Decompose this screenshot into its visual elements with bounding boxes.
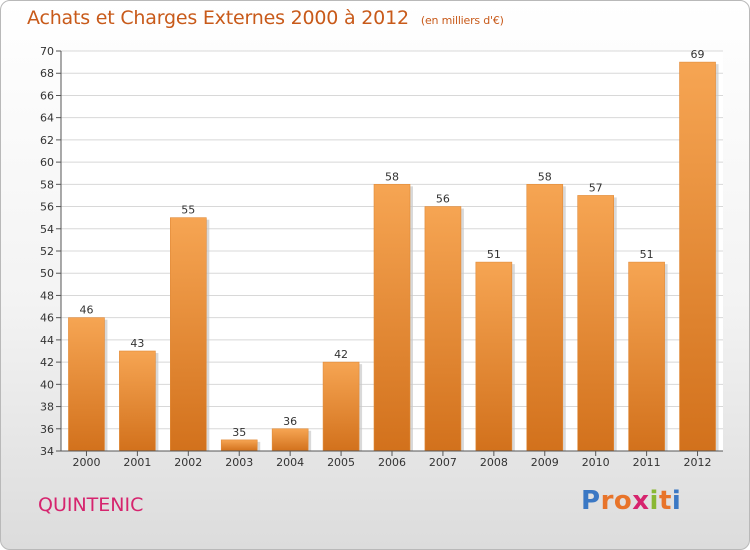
chart-title-text: Achats et Charges Externes 2000 à 2012	[27, 7, 409, 29]
bar-2011	[628, 261, 665, 452]
bar-2003	[220, 439, 258, 452]
x-tick-label: 2011	[633, 456, 661, 469]
y-tick-label: 40	[40, 378, 54, 391]
x-tick-label: 2007	[429, 456, 457, 469]
bar-2012	[679, 61, 716, 452]
x-tick-label: 2002	[174, 456, 202, 469]
y-tick-label: 42	[40, 356, 54, 369]
labels: 34 36 38 40 42 44 46 48 50 52 54 56 58 60 62 64 66 68 70 20…	[40, 45, 712, 469]
bar-2002	[170, 217, 207, 452]
bar-2006	[373, 184, 411, 452]
x-tick-label: 2001	[123, 456, 151, 469]
bar-2004	[271, 428, 309, 452]
x-tick-label: 2000	[72, 456, 100, 469]
y-tick-label: 64	[40, 112, 54, 125]
logo-letter: P	[581, 486, 601, 516]
value-label-2002: 55	[181, 204, 195, 217]
y-tick-label: 44	[40, 334, 54, 347]
x-tick-label: 2003	[225, 456, 253, 469]
y-tick-label: 46	[40, 312, 54, 325]
x-tick-label: 2008	[480, 456, 508, 469]
y-tick-label: 62	[40, 134, 54, 147]
x-tick-label: 2005	[327, 456, 355, 469]
value-label-2004: 36	[283, 415, 297, 428]
y-tick-label: 36	[40, 423, 54, 436]
bar-series	[68, 61, 719, 452]
value-label-2007: 56	[436, 193, 450, 206]
value-label-2005: 42	[334, 348, 348, 361]
y-tick-label: 34	[40, 445, 54, 458]
logo-letter: t	[658, 486, 672, 516]
value-label-2009: 58	[538, 170, 552, 183]
chart-title: Achats et Charges Externes 2000 à 2012 (e…	[27, 7, 504, 29]
y-tick-label: 60	[40, 156, 54, 169]
place-name: QUINTENIC	[38, 494, 144, 516]
y-tick-label: 70	[40, 45, 54, 58]
bar-2010	[577, 195, 614, 452]
logo-letter: o	[613, 486, 633, 516]
bar-2007	[424, 206, 462, 452]
value-label-2006: 58	[385, 170, 399, 183]
logo-letter: x	[632, 486, 650, 516]
bar-2008	[475, 261, 513, 452]
value-label-2003: 35	[232, 426, 246, 439]
y-tick-label: 68	[40, 67, 54, 80]
value-label-2010: 57	[589, 181, 603, 194]
y-tick-label: 56	[40, 201, 54, 214]
value-label-2011: 51	[640, 248, 654, 261]
y-tick-label: 54	[40, 223, 54, 236]
value-label-2000: 46	[79, 304, 93, 317]
x-tick-label: 2006	[378, 456, 406, 469]
x-tick-label: 2012	[684, 456, 712, 469]
y-tick-label: 50	[40, 267, 54, 280]
axes	[56, 50, 723, 456]
bar-2009	[526, 184, 564, 452]
y-tick-label: 58	[40, 178, 54, 191]
y-tick-label: 66	[40, 89, 54, 102]
bar-2005	[322, 361, 360, 452]
y-tick-label: 38	[40, 401, 54, 414]
x-tick-label: 2010	[582, 456, 610, 469]
bar-2001	[119, 350, 156, 452]
value-label-2008: 51	[487, 248, 501, 261]
value-label-2001: 43	[130, 337, 144, 350]
y-tick-label: 52	[40, 245, 54, 258]
x-tick-label: 2009	[531, 456, 559, 469]
chart-subtitle: (en milliers d'€)	[420, 14, 504, 27]
bar-2000	[68, 317, 105, 452]
logo-letter: r	[600, 486, 614, 516]
x-tick-label: 2004	[276, 456, 304, 469]
logo-letter: i	[671, 486, 682, 516]
logo-letter: i	[649, 486, 659, 516]
value-label-2012: 69	[691, 48, 705, 61]
proxiti-logo: Proxiti	[581, 486, 681, 516]
y-tick-label: 48	[40, 289, 54, 302]
